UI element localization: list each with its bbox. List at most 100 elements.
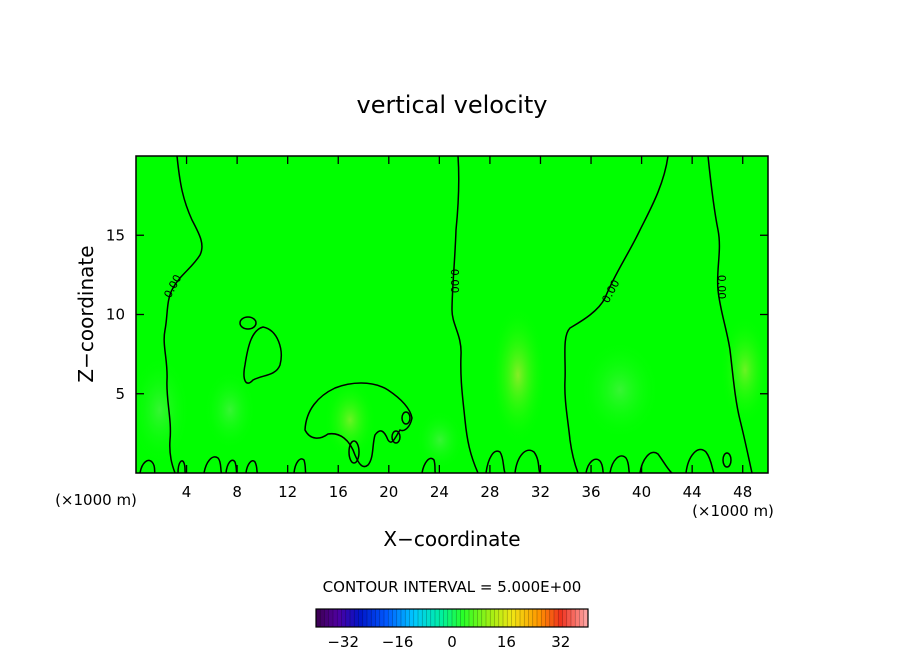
contour-label: 0.00 (715, 275, 728, 300)
colorbar-segment (358, 609, 364, 627)
closed-contour (421, 457, 437, 473)
colorbar-segment (405, 609, 410, 627)
colorbar-segment (439, 609, 444, 627)
closed-contour (304, 382, 413, 468)
colorbar-segment (435, 609, 440, 627)
y-tick-label: 5 (115, 385, 125, 403)
colorbar-segment (558, 609, 563, 627)
closed-contour (609, 455, 631, 473)
colorbar-segment (333, 609, 338, 627)
colorbar-segment (566, 609, 572, 627)
x-tick-label: 32 (531, 483, 550, 501)
colorbar-segment (443, 609, 449, 627)
closed-contour (239, 316, 257, 330)
colorbar-ticks: −32 −16 0 16 32 (327, 633, 570, 651)
closed-contour (685, 448, 715, 473)
colorbar-segment (469, 609, 474, 627)
colorbar-segment (532, 609, 538, 627)
downdraft-shade (204, 370, 256, 450)
closed-contour (139, 459, 156, 473)
colorbar-segment (473, 609, 478, 627)
closed-contour (177, 460, 187, 473)
colorbar-segment (418, 609, 423, 627)
field-shading (136, 305, 768, 470)
x-tick-label: 36 (581, 483, 600, 501)
colorbar-segment (481, 609, 487, 627)
colorbar-segment (583, 609, 589, 627)
x-tick-label: 40 (632, 483, 651, 501)
colorbar-segment (350, 609, 355, 627)
colorbar-segment (554, 609, 559, 627)
colorbar-segment (524, 609, 529, 627)
colorbar-frame (315, 608, 589, 628)
colorbar-segment (341, 609, 347, 627)
colorbar-segment (562, 609, 568, 627)
colorbar-segment (375, 609, 381, 627)
colorbar-tick-label: 32 (551, 633, 570, 651)
y-tick-label: 15 (106, 226, 125, 244)
zero-contour (163, 156, 203, 473)
y-axis-label: Z−coordinate (74, 245, 98, 382)
closed-contour (243, 326, 282, 384)
colorbar-segment (537, 609, 542, 627)
colorbar-segment (384, 609, 389, 627)
colorbar-segment (367, 609, 372, 627)
colorbar-segment (486, 609, 491, 627)
colorbar-segment (549, 609, 555, 627)
colorbar-segment (422, 609, 427, 627)
colorbar-segment (579, 609, 585, 627)
colorbar-segment (456, 609, 461, 627)
colorbar-segment (507, 609, 512, 627)
x-axis-label: X−coordinate (383, 527, 520, 551)
colorbar-segment (490, 609, 495, 627)
closed-contour (639, 451, 673, 473)
x-unit-label-right: (×1000 m) (692, 502, 774, 520)
colorbar-segment (316, 609, 321, 627)
colorbar-segment (511, 609, 517, 627)
colorbar-tick-label: 16 (497, 633, 516, 651)
downdraft-shade (136, 355, 190, 465)
colorbar-segment (515, 609, 521, 627)
x-tick-label: 44 (683, 483, 702, 501)
y-axis-ticks: 5 10 15 (106, 226, 768, 403)
colorbar-segment (354, 609, 359, 627)
colorbar-segment (371, 609, 376, 627)
downdraft-shade (416, 410, 464, 470)
closed-contour (514, 449, 541, 473)
colorbar-segment (452, 609, 457, 627)
y-tick-label: 10 (106, 306, 125, 324)
x-tick-label: 8 (232, 483, 242, 501)
closed-contour (391, 430, 401, 444)
colorbar-segment (362, 609, 368, 627)
colorbar-segment (324, 609, 330, 627)
updraft-shade (324, 380, 376, 460)
colorbar-segment (426, 609, 432, 627)
updraft-shade (490, 305, 546, 445)
colorbar-segment (545, 609, 551, 627)
colorbar-segment (503, 609, 508, 627)
closed-contour (245, 460, 259, 473)
closed-contour (485, 450, 506, 473)
zero-contour (707, 156, 753, 473)
colorbar-segment (494, 609, 500, 627)
plot-area: 0.00 0.00 0.00 0.00 4 8 12 16 20 24 28 32 36 40 44… (106, 155, 769, 501)
x-tick-label: 28 (480, 483, 499, 501)
x-tick-label: 4 (182, 483, 192, 501)
colorbar-segment (520, 609, 525, 627)
colorbar-segment (571, 609, 576, 627)
colorbar-segment (460, 609, 466, 627)
closed-contour (348, 440, 360, 464)
colorbar-segment (498, 609, 504, 627)
x-tick-label: 20 (379, 483, 398, 501)
colorbar-tick-label: 0 (447, 633, 457, 651)
closed-contour (203, 456, 223, 473)
x-unit-label-left: (×1000 m) (55, 491, 137, 509)
x-tick-label: 24 (430, 483, 449, 501)
colorbar-segment (477, 609, 483, 627)
closed-contour (722, 452, 732, 468)
colorbar-segment (447, 609, 453, 627)
colorbar-segment (320, 609, 325, 627)
colorbar-segment (575, 609, 580, 627)
contour-interval-label: CONTOUR INTERVAL = 5.000E+00 (323, 578, 582, 596)
